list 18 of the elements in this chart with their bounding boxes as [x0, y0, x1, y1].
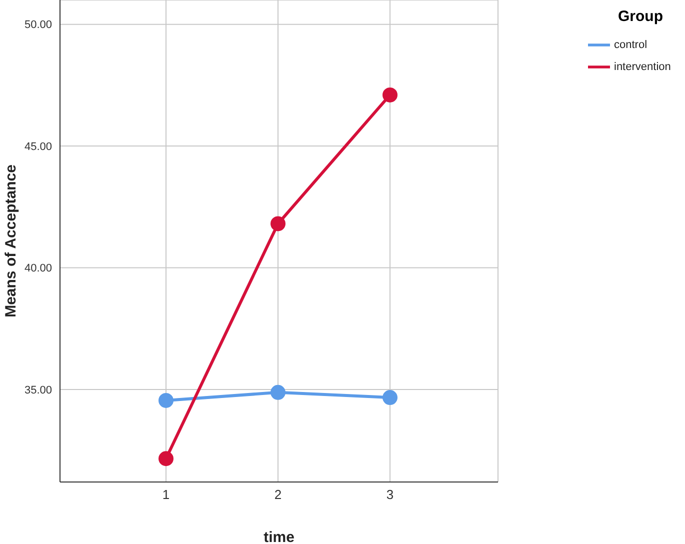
- point: [158, 451, 174, 466]
- point: [382, 87, 398, 102]
- y-tick-label: 40.00: [24, 262, 52, 275]
- legend-label: control: [614, 38, 648, 51]
- legend-title: Group: [618, 8, 663, 25]
- y-tick-label: 50.00: [24, 19, 52, 32]
- point: [382, 390, 398, 406]
- point: [270, 384, 286, 400]
- x-tick-label: 3: [386, 487, 394, 502]
- point: [270, 216, 286, 232]
- y-tick-label: 45.00: [24, 140, 52, 153]
- x-axis-title: time: [264, 529, 294, 544]
- legend-label: intervention: [614, 60, 671, 73]
- y-axis-title: Means of Acceptance: [2, 164, 20, 318]
- x-tick-label: 1: [162, 487, 170, 502]
- y-tick-label: 35.00: [24, 384, 52, 396]
- point: [158, 392, 174, 408]
- x-tick-label: 2: [274, 487, 282, 502]
